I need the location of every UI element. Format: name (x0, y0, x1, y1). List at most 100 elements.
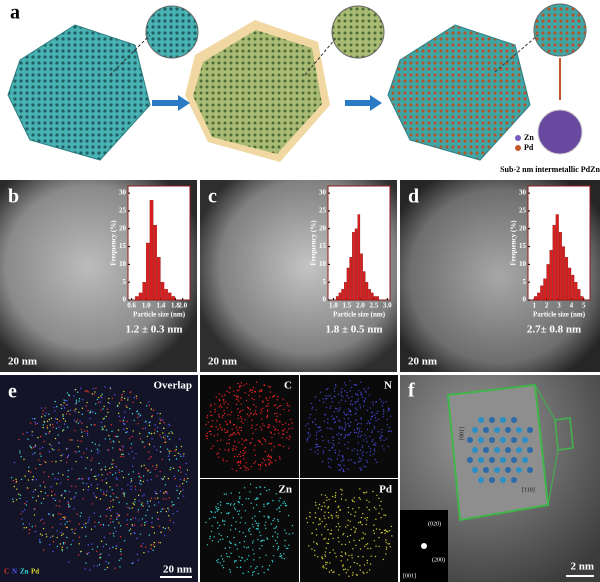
eds-dot (109, 486, 111, 488)
eds-dot (270, 431, 272, 433)
eds-dot (333, 395, 336, 397)
eds-dot (75, 421, 77, 423)
eds-dot (51, 460, 53, 463)
eds-dot (271, 561, 274, 563)
mof-particle (7, 24, 151, 161)
eds-dot (75, 399, 78, 401)
eds-dot (83, 452, 85, 454)
eds-dot (143, 552, 145, 554)
eds-dot (119, 535, 122, 538)
eds-dot (29, 422, 32, 424)
eds-dot (43, 440, 45, 443)
eds-dot (158, 501, 160, 504)
eds-dot (226, 423, 228, 425)
eds-dot (264, 463, 267, 466)
eds-dot (327, 387, 329, 390)
panel-label: d (408, 186, 419, 208)
eds-dot (354, 402, 356, 404)
eds-dot (163, 476, 166, 478)
eds-dot (67, 469, 70, 472)
eds-dot (253, 559, 255, 561)
eds-dot (359, 498, 361, 500)
eds-dot (230, 503, 232, 505)
eds-dot (176, 485, 178, 487)
eds-dot (148, 421, 150, 424)
eds-dot (344, 400, 347, 402)
eds-dot (324, 414, 326, 416)
eds-dot (222, 458, 224, 460)
eds-dot (344, 568, 346, 570)
eds-dot (366, 519, 368, 521)
eds-dot (153, 432, 156, 434)
eds-dot (139, 415, 141, 417)
eds-dot (52, 540, 55, 543)
arrow (345, 95, 382, 111)
eds-dot (377, 430, 380, 433)
eds-dot (355, 384, 358, 386)
eds-dot (214, 408, 216, 411)
eds-dot (324, 511, 326, 513)
eds-dot (244, 522, 247, 524)
eds-dot (228, 442, 231, 445)
eds-dot (282, 423, 284, 426)
eds-dot (83, 523, 85, 526)
eds-dot (261, 462, 263, 464)
eds-dot (133, 532, 135, 534)
eds-dot (162, 498, 164, 500)
atom (467, 437, 473, 443)
eds-dot (254, 410, 257, 412)
eds-dot (109, 518, 112, 520)
eds-dot (355, 412, 357, 414)
eds-dot (385, 530, 388, 532)
eds-dot (366, 422, 368, 425)
eds-dot (334, 500, 337, 503)
eds-dot (259, 548, 261, 550)
eds-dot (262, 437, 264, 439)
eds-dot (75, 485, 77, 488)
eds-dot (215, 396, 217, 398)
eds-dot (359, 569, 361, 571)
eds-dot (344, 422, 346, 424)
eds-dot (259, 464, 262, 466)
eds-dot (151, 522, 153, 524)
eds-dot (244, 510, 247, 512)
eds-dot (205, 435, 207, 437)
eds-dot (52, 514, 54, 516)
eds-dot (116, 517, 118, 519)
eds-dot (264, 438, 266, 441)
eds-dot (355, 544, 357, 546)
eds-dot (267, 402, 270, 405)
eds-dot (344, 413, 346, 415)
eds-dot (182, 489, 184, 491)
eds-dot (106, 482, 108, 484)
eds-dot (156, 449, 158, 451)
eds-dot (288, 428, 290, 430)
eds-dot (216, 521, 219, 524)
eds-dot (324, 395, 327, 397)
eds-dot (247, 529, 250, 531)
eds-dot (35, 479, 38, 481)
eds-dot (361, 452, 363, 455)
eds-dot (114, 567, 116, 569)
eds-dot (107, 562, 110, 564)
eds-dot (66, 392, 69, 394)
eds-dot (34, 445, 36, 447)
eds-dot (252, 540, 254, 542)
eds-dot (325, 523, 327, 526)
eds-dot (56, 405, 58, 408)
eds-dot (19, 494, 22, 496)
eds-dot (328, 538, 330, 541)
eds-dot (384, 529, 387, 531)
eds-dot (136, 553, 139, 555)
eds-dot (366, 543, 369, 545)
bar (580, 296, 584, 301)
eds-dot (254, 412, 256, 414)
bar (149, 200, 154, 301)
eds-dot (123, 540, 126, 542)
atom (505, 427, 511, 433)
eds-dot (312, 522, 314, 524)
eds-dot (338, 450, 341, 452)
eds-dot (116, 405, 119, 408)
eds-dot (214, 411, 216, 413)
